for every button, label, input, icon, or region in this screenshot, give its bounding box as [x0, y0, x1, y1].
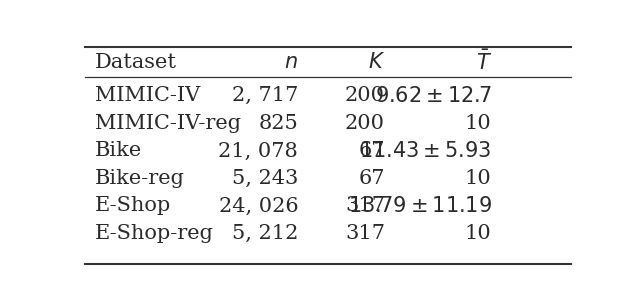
Text: MIMIC-IV: MIMIC-IV	[95, 86, 200, 105]
Text: 825: 825	[259, 114, 298, 133]
Text: Bike-reg: Bike-reg	[95, 169, 185, 188]
Text: 67: 67	[358, 169, 385, 188]
Text: E-Shop: E-Shop	[95, 196, 171, 215]
Text: 317: 317	[345, 196, 385, 215]
Text: 21, 078: 21, 078	[218, 142, 298, 160]
Text: $K$: $K$	[368, 52, 385, 72]
Text: E-Shop-reg: E-Shop-reg	[95, 224, 214, 243]
Text: 10: 10	[465, 114, 492, 133]
Text: 200: 200	[345, 86, 385, 105]
Text: $\bar{T}$: $\bar{T}$	[476, 50, 492, 74]
Text: Bike: Bike	[95, 142, 142, 160]
Text: $11.43 \pm 5.93$: $11.43 \pm 5.93$	[360, 141, 492, 161]
Text: MIMIC-IV-reg: MIMIC-IV-reg	[95, 114, 241, 133]
Text: Dataset: Dataset	[95, 52, 177, 72]
Text: 10: 10	[465, 169, 492, 188]
Text: $n$: $n$	[284, 52, 298, 72]
Text: 24, 026: 24, 026	[219, 196, 298, 215]
Text: $13.79 \pm 11.19$: $13.79 \pm 11.19$	[348, 196, 492, 216]
Text: 317: 317	[345, 224, 385, 243]
Text: 10: 10	[465, 224, 492, 243]
Text: 200: 200	[345, 114, 385, 133]
Text: 2, 717: 2, 717	[232, 86, 298, 105]
Text: 5, 243: 5, 243	[232, 169, 298, 188]
Text: 67: 67	[358, 142, 385, 160]
Text: 5, 212: 5, 212	[232, 224, 298, 243]
Text: $9.62 \pm 12.7$: $9.62 \pm 12.7$	[374, 86, 492, 106]
